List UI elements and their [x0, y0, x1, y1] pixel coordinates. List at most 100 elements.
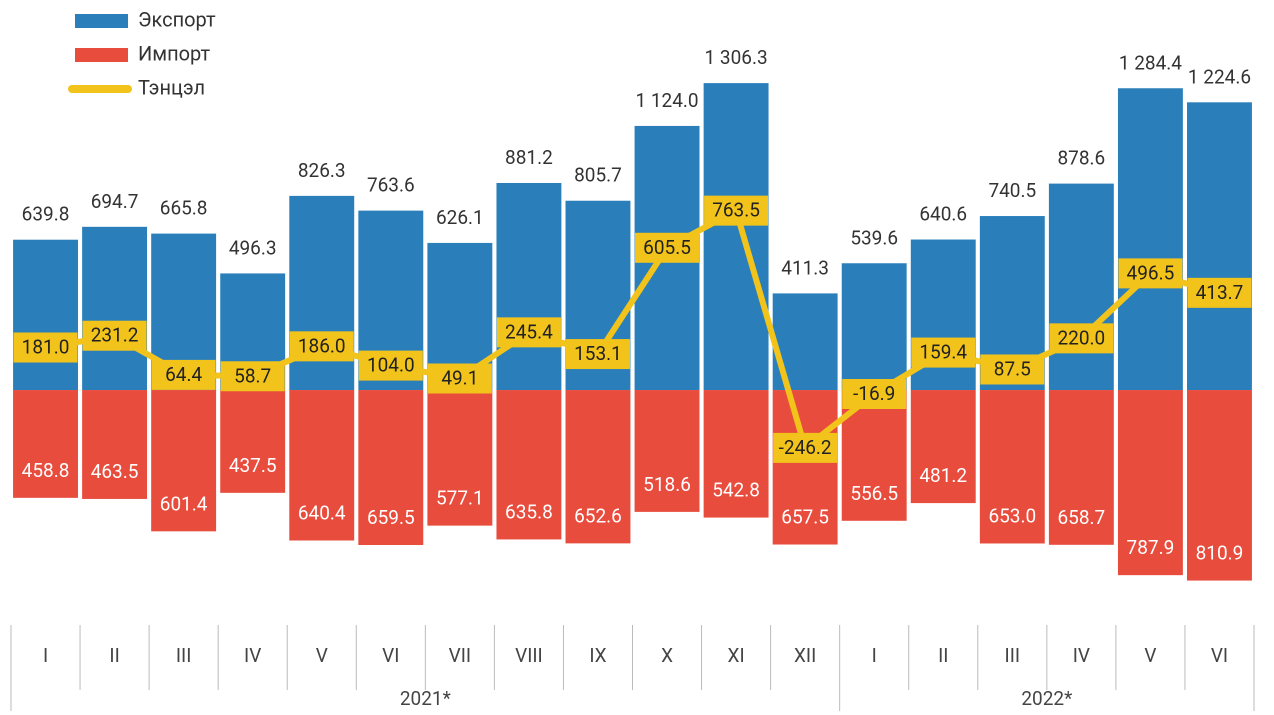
value-label: 437.5: [229, 454, 277, 477]
value-label: 652.6: [574, 504, 622, 527]
value-label: 1 124.0: [635, 89, 698, 112]
value-label: 694.7: [91, 190, 139, 213]
value-label: 64.4: [165, 363, 202, 386]
value-label-box: [565, 339, 630, 370]
value-label-box: [13, 332, 78, 363]
bar: [358, 390, 424, 545]
value-label: 458.8: [22, 459, 70, 482]
value-label-box: [220, 361, 285, 392]
value-label: 518.6: [643, 473, 691, 496]
bar: [1117, 390, 1183, 576]
bar: [1117, 88, 1183, 391]
legend-swatch: [75, 14, 128, 28]
bar: [496, 390, 562, 540]
legend-swatch: [75, 48, 128, 62]
bar: [703, 83, 769, 391]
value-label: 605.5: [643, 236, 691, 259]
value-label: 542.8: [712, 479, 760, 502]
value-label: 411.3: [781, 256, 829, 279]
legend-label: Импорт: [138, 41, 211, 65]
value-label: 640.4: [298, 502, 346, 525]
bar: [220, 390, 286, 493]
value-label-box: [1049, 323, 1114, 354]
bar: [634, 390, 700, 512]
x-tick-label: XII: [794, 644, 816, 667]
bar: [13, 390, 78, 498]
value-label-box: [151, 359, 216, 390]
value-label: 159.4: [919, 341, 967, 364]
legend-label: Тэнцэл: [138, 75, 205, 99]
x-tick-label: III: [176, 644, 192, 667]
value-label: 1 306.3: [705, 46, 768, 69]
bar: [841, 263, 907, 391]
bar: [496, 182, 562, 391]
value-label: 181.0: [22, 336, 70, 359]
value-label-box: [773, 432, 838, 463]
bar: [979, 390, 1045, 544]
value-label-box: [358, 350, 423, 381]
bar: [1048, 390, 1114, 545]
value-label: 635.8: [505, 500, 553, 523]
value-label: 805.7: [574, 164, 622, 187]
x-tick-label: V: [1144, 644, 1156, 667]
x-tick-label: III: [1005, 644, 1021, 667]
value-label-box: [289, 331, 354, 362]
bar: [289, 390, 355, 541]
value-label: 58.7: [234, 364, 271, 387]
value-label: 153.1: [574, 342, 622, 365]
x-tick-label: VI: [1211, 644, 1228, 667]
bar: [772, 390, 838, 545]
value-label: 1 284.4: [1119, 51, 1182, 74]
group-label: 2021*: [400, 687, 451, 710]
x-tick-label: IX: [589, 644, 606, 667]
value-label-box: [911, 337, 976, 368]
bar: [1048, 183, 1114, 391]
x-tick-label: I: [43, 644, 48, 667]
bar: [1187, 390, 1252, 581]
value-label-box: [427, 363, 492, 394]
value-label-box: [704, 195, 769, 226]
value-label: 463.5: [91, 460, 139, 483]
value-label: 186.0: [298, 334, 346, 357]
value-label: 653.0: [988, 504, 1036, 527]
value-label: 49.1: [441, 367, 478, 390]
value-label: 787.9: [1127, 536, 1175, 559]
value-label-box: [496, 317, 561, 348]
value-label: 496.5: [1127, 261, 1175, 284]
value-label: 740.5: [988, 179, 1036, 202]
bar: [1187, 102, 1252, 391]
value-label: 577.1: [436, 487, 484, 510]
value-label: 658.7: [1057, 506, 1105, 529]
legend-label: Экспорт: [138, 7, 216, 31]
value-label-box: [1118, 258, 1183, 289]
value-label: 601.4: [160, 492, 208, 515]
x-tick-label: VIII: [515, 644, 543, 667]
value-label: 878.6: [1057, 147, 1105, 170]
bar: [703, 390, 769, 518]
value-label: 763.5: [712, 199, 760, 222]
value-label: 659.5: [367, 506, 415, 529]
value-label-box: [842, 379, 907, 410]
value-label: -16.9: [853, 382, 895, 405]
value-label-box: [82, 320, 147, 351]
value-label: 245.4: [505, 320, 553, 343]
value-label: 826.3: [298, 159, 346, 182]
value-label: 220.0: [1057, 326, 1105, 349]
group-label: 2022*: [1021, 687, 1072, 710]
value-label: 626.1: [436, 206, 484, 229]
value-label: 87.5: [994, 357, 1031, 380]
x-tick-label: IV: [244, 644, 261, 667]
value-label: -246.2: [779, 436, 832, 459]
value-label: 665.8: [160, 197, 208, 220]
x-tick-label: X: [661, 644, 673, 667]
bar: [565, 390, 631, 544]
x-tick-label: II: [109, 644, 119, 667]
value-label: 639.8: [22, 203, 70, 226]
value-label: 657.5: [781, 506, 829, 529]
value-label: 640.6: [919, 203, 967, 226]
x-tick-label: I: [872, 644, 877, 667]
x-tick-label: VII: [449, 644, 471, 667]
value-label-box: [980, 354, 1045, 385]
bar: [13, 239, 78, 391]
